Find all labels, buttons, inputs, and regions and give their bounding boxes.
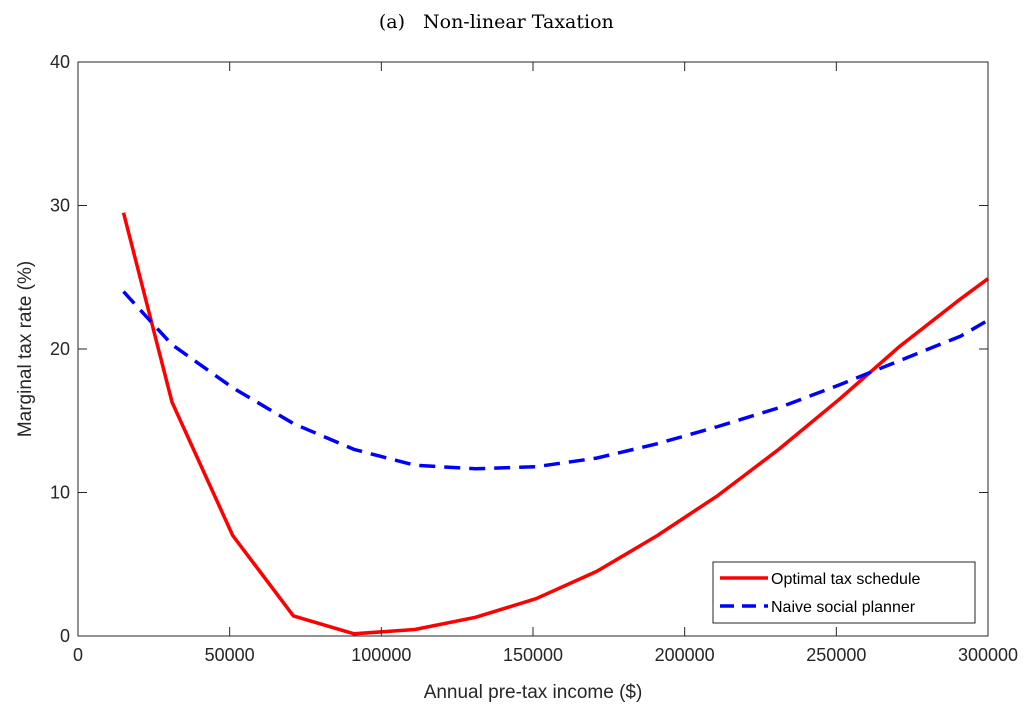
x-tick-label: 250000: [806, 645, 866, 665]
x-tick-label: 150000: [503, 645, 563, 665]
x-tick-label: 100000: [351, 645, 411, 665]
plot-area: [78, 62, 988, 636]
x-axis-label: Annual pre-tax income ($): [424, 682, 643, 703]
legend-label-optimal: Optimal tax schedule: [771, 571, 921, 588]
legend: Optimal tax schedule Naive social planne…: [712, 561, 976, 624]
panel-title-text: Non-linear Taxation: [423, 11, 614, 33]
y-tick-label: 20: [50, 339, 70, 359]
x-tick-label: 300000: [958, 645, 1018, 665]
panel-label: (a): [379, 11, 405, 33]
x-tick-label: 50000: [205, 645, 255, 665]
series-line-naive: [122, 290, 989, 471]
panel-title: (a) Non-linear Taxation: [379, 11, 614, 33]
legend-box: [712, 561, 976, 624]
legend-label-naive: Naive social planner: [771, 599, 916, 616]
y-tick-label: 30: [50, 196, 70, 216]
x-tick-label: 200000: [655, 645, 715, 665]
x-tick-label: 0: [73, 645, 83, 665]
axis-ticks: 0 50000 100000 150000 200000 250000 300000 0 10 2…: [50, 52, 1018, 665]
y-axis-label: Marginal tax rate (%): [15, 261, 36, 437]
y-tick-label: 0: [60, 626, 70, 646]
y-tick-label: 10: [50, 483, 70, 503]
series-layer: [121, 212, 990, 636]
y-tick-label: 40: [50, 52, 70, 72]
